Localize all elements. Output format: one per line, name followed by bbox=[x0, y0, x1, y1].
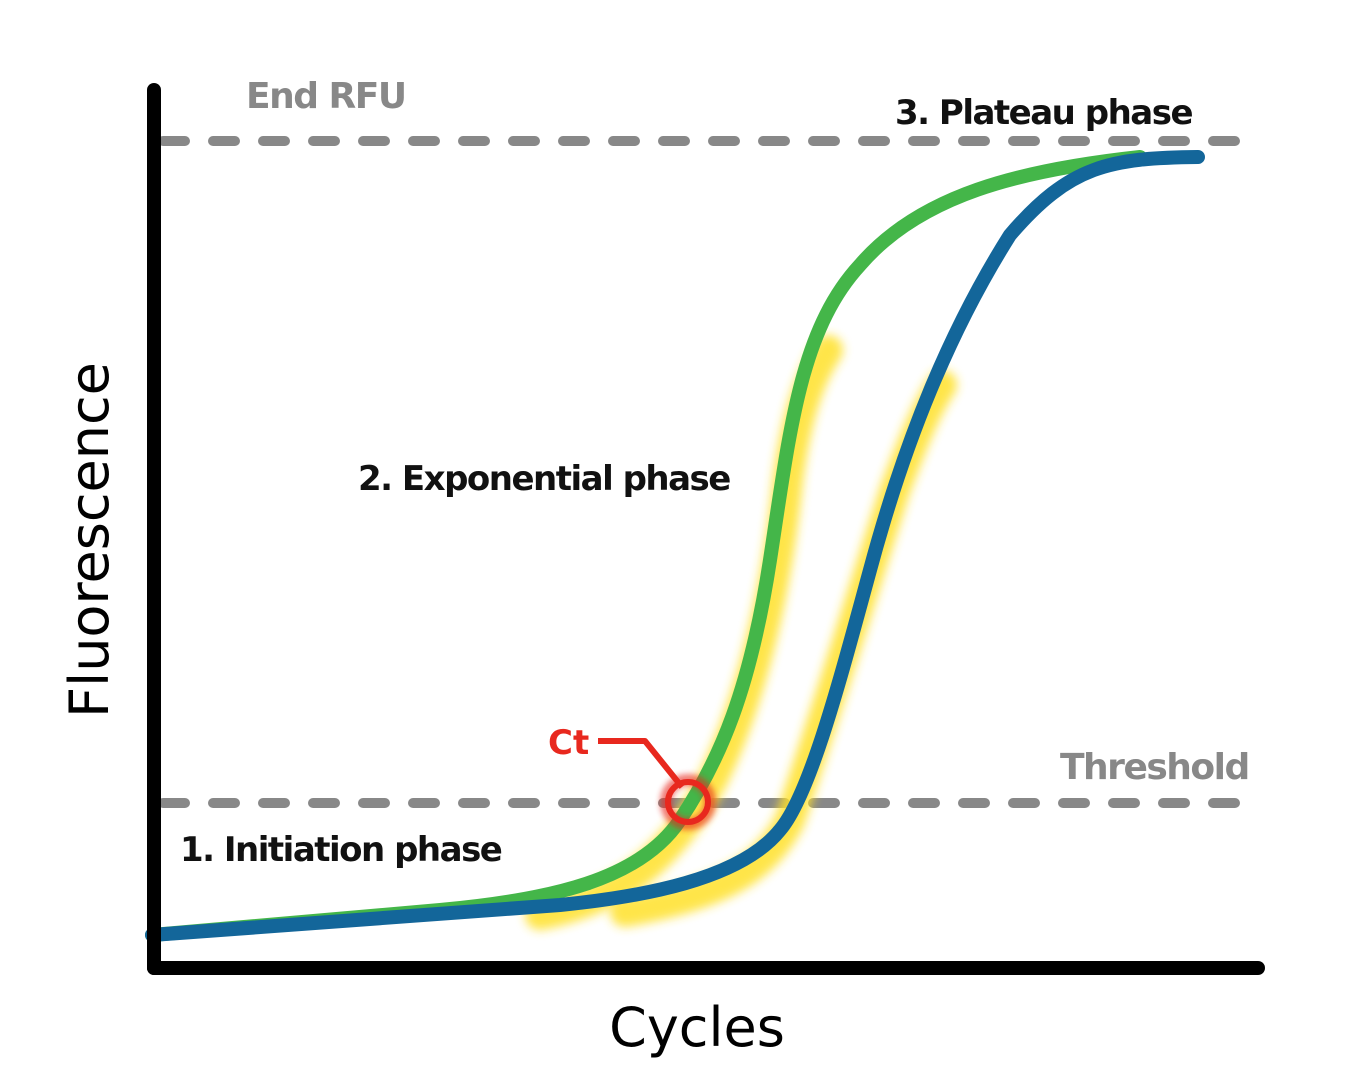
ct-label: Ct bbox=[548, 723, 589, 763]
blue-amplification-curve bbox=[145, 150, 1205, 942]
green-amplification-curve bbox=[145, 150, 1147, 942]
end-rfu-label: End RFU bbox=[246, 76, 406, 117]
exponential-phase-label: 2. Exponential phase bbox=[358, 459, 730, 499]
ct-leader-line bbox=[598, 738, 685, 789]
y-axis-title: Fluorescence bbox=[58, 362, 121, 718]
threshold-label: Threshold bbox=[1060, 747, 1249, 788]
ct-marker bbox=[665, 779, 711, 825]
plateau-phase-label: 3. Plateau phase bbox=[895, 93, 1192, 133]
initiation-phase-label: 1. Initiation phase bbox=[180, 830, 502, 870]
x-axis-title: Cycles bbox=[609, 996, 785, 1059]
